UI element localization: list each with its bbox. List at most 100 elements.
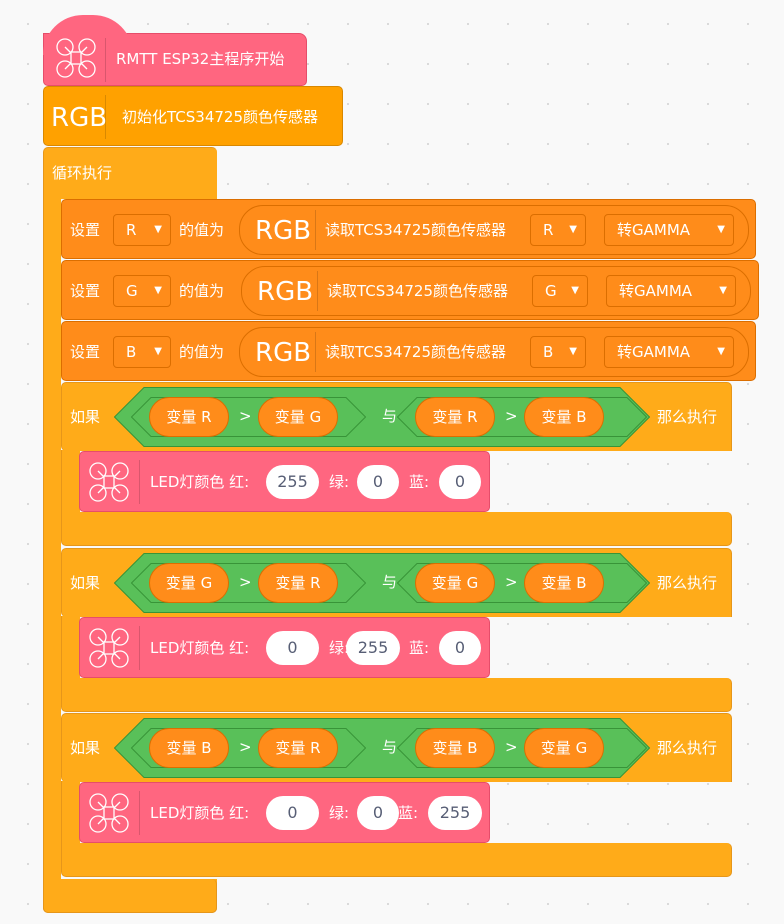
if-block[interactable]: 如果 变量 B > 变量 R 变量 B > 变量 G 与 那么执行 <box>61 713 732 782</box>
rgb-icon: RGB <box>51 103 108 133</box>
channel-value: B <box>543 343 554 361</box>
if-label: 如果 <box>70 739 101 757</box>
blue-label: 蓝: <box>398 804 419 822</box>
red-input[interactable]: 0 <box>266 630 319 665</box>
variable-value: B <box>126 343 137 361</box>
set-label: 设置 <box>70 343 101 361</box>
set-label: 设置 <box>70 221 101 239</box>
green-input[interactable]: 0 <box>357 465 399 499</box>
icon-divider <box>139 791 140 835</box>
channel-dropdown[interactable]: R ▼ <box>530 214 586 246</box>
channel-dropdown[interactable]: B ▼ <box>530 336 586 368</box>
drone-icon <box>88 792 130 834</box>
greater-than-label: > <box>505 572 518 591</box>
greater-than-label: > <box>239 572 252 591</box>
greater-than-label: > <box>505 407 518 425</box>
chevron-down-icon: ▼ <box>154 285 162 296</box>
then-label: 那么执行 <box>657 573 718 592</box>
variable-reporter[interactable]: 变量 G <box>258 397 338 437</box>
icon-divider <box>315 332 316 372</box>
comparison-operator: 变量 G > 变量 B <box>396 562 648 603</box>
hat-label: RMTT ESP32主程序开始 <box>116 50 285 68</box>
drone-icon <box>88 461 130 503</box>
loop-block-bottom <box>43 879 217 913</box>
icon-divider <box>105 95 106 139</box>
if-label: 如果 <box>70 573 101 592</box>
chevron-down-icon: ▼ <box>154 224 162 235</box>
rgb-icon: RGB <box>255 338 312 368</box>
variable-dropdown[interactable]: G ▼ <box>113 275 171 307</box>
rgb-icon: RGB <box>257 277 314 307</box>
if-arm <box>61 615 80 682</box>
chevron-down-icon: ▼ <box>154 346 162 357</box>
blue-input[interactable]: 255 <box>428 796 482 830</box>
green-input[interactable]: 0 <box>357 796 399 830</box>
variable-reporter[interactable]: 变量 B <box>149 728 229 768</box>
gamma-dropdown[interactable]: 转GAMMA ▼ <box>604 214 734 246</box>
if-block-bottom <box>61 512 732 546</box>
variable-reporter[interactable]: 变量 R <box>258 562 338 603</box>
blue-input[interactable]: 0 <box>439 465 481 499</box>
variable-reporter[interactable]: 变量 B <box>415 728 495 768</box>
gamma-dropdown[interactable]: 转GAMMA ▼ <box>606 275 736 307</box>
value-label: 的值为 <box>179 343 225 361</box>
variable-reporter[interactable]: 变量 G <box>524 728 604 768</box>
if-block[interactable]: 如果 变量 R > 变量 G 变量 R > 变量 B 与 那么执行 <box>61 382 732 451</box>
init-sensor-block[interactable]: RGB 初始化TCS34725颜色传感器 <box>43 86 343 146</box>
variable-reporter[interactable]: 变量 G <box>149 562 229 603</box>
variable-dropdown[interactable]: B ▼ <box>113 336 171 368</box>
blue-label: 蓝: <box>409 473 430 491</box>
green-input[interactable]: 255 <box>346 630 400 665</box>
led-color-block[interactable]: LED灯颜色 红: 255 绿: 0 蓝: 0 <box>79 451 490 512</box>
drone-icon <box>88 627 130 669</box>
if-arm <box>61 781 80 847</box>
set-variable-block[interactable]: 设置 R ▼ 的值为 RGB 读取TCS34725颜色传感器 R ▼ 转GAMMA ▼ <box>61 199 756 259</box>
comparison-operator: 变量 R > 变量 B <box>396 397 648 437</box>
set-variable-block[interactable]: 设置 B ▼ 的值为 RGB 读取TCS34725颜色传感器 B ▼ 转GAMMA ▼ <box>61 321 756 381</box>
variable-reporter[interactable]: 变量 B <box>524 562 604 603</box>
and-operator: 变量 R > 变量 G 变量 R > 变量 B 与 <box>113 387 651 447</box>
variable-value: G <box>126 282 138 300</box>
variable-reporter[interactable]: 变量 R <box>149 397 229 437</box>
if-label: 如果 <box>70 408 101 426</box>
red-input[interactable]: 0 <box>266 796 319 830</box>
variable-reporter[interactable]: 变量 G <box>415 562 495 603</box>
red-input[interactable]: 255 <box>266 465 319 499</box>
blue-input[interactable]: 0 <box>439 630 481 665</box>
variable-dropdown[interactable]: R ▼ <box>113 214 171 246</box>
variable-reporter[interactable]: 变量 R <box>258 728 338 768</box>
chevron-down-icon: ▼ <box>719 285 727 296</box>
read-sensor-reporter[interactable]: RGB 读取TCS34725颜色传感器 R ▼ 转GAMMA ▼ <box>239 205 749 255</box>
chevron-down-icon: ▼ <box>717 224 725 235</box>
green-label: 绿: <box>329 473 350 491</box>
if-block[interactable]: 如果 变量 G > 变量 R 变量 G > 变量 B 与 那么执行 <box>61 547 732 617</box>
gamma-value: 转GAMMA <box>619 282 693 300</box>
set-variable-block[interactable]: 设置 G ▼ 的值为 RGB 读取TCS34725颜色传感器 G ▼ 转GAMMA ▼ <box>61 260 759 320</box>
read-sensor-reporter[interactable]: RGB 读取TCS34725颜色传感器 B ▼ 转GAMMA ▼ <box>239 327 749 377</box>
if-block-bottom <box>61 677 732 712</box>
blue-label: 蓝: <box>409 638 430 657</box>
chevron-down-icon: ▼ <box>717 346 725 357</box>
comparison-operator: 变量 R > 变量 G <box>130 397 367 437</box>
drone-icon <box>55 37 97 79</box>
green-label: 绿: <box>329 638 350 657</box>
led-color-block[interactable]: LED灯颜色 红: 0 绿: 0 蓝: 255 <box>79 782 490 843</box>
then-label: 那么执行 <box>657 739 718 757</box>
variable-reporter[interactable]: 变量 R <box>415 397 495 437</box>
read-sensor-reporter[interactable]: RGB 读取TCS34725颜色传感器 G ▼ 转GAMMA ▼ <box>241 266 751 316</box>
greater-than-label: > <box>239 738 252 756</box>
then-label: 那么执行 <box>657 408 718 426</box>
chevron-down-icon: ▼ <box>571 285 579 296</box>
hat-block-main-start[interactable]: RMTT ESP32主程序开始 <box>43 15 307 86</box>
value-label: 的值为 <box>179 282 225 300</box>
read-label: 读取TCS34725颜色传感器 <box>327 282 508 300</box>
channel-value: R <box>543 221 554 239</box>
gamma-dropdown[interactable]: 转GAMMA ▼ <box>604 336 734 368</box>
and-operator: 变量 G > 变量 R 变量 G > 变量 B 与 <box>113 552 651 613</box>
channel-dropdown[interactable]: G ▼ <box>532 275 588 307</box>
led-label: LED灯颜色 红: <box>150 473 250 491</box>
comparison-operator: 变量 B > 变量 G <box>396 728 648 768</box>
and-label: 与 <box>382 407 398 425</box>
variable-reporter[interactable]: 变量 B <box>524 397 604 437</box>
led-color-block[interactable]: LED灯颜色 红: 0 绿: 255 蓝: 0 <box>79 616 490 678</box>
